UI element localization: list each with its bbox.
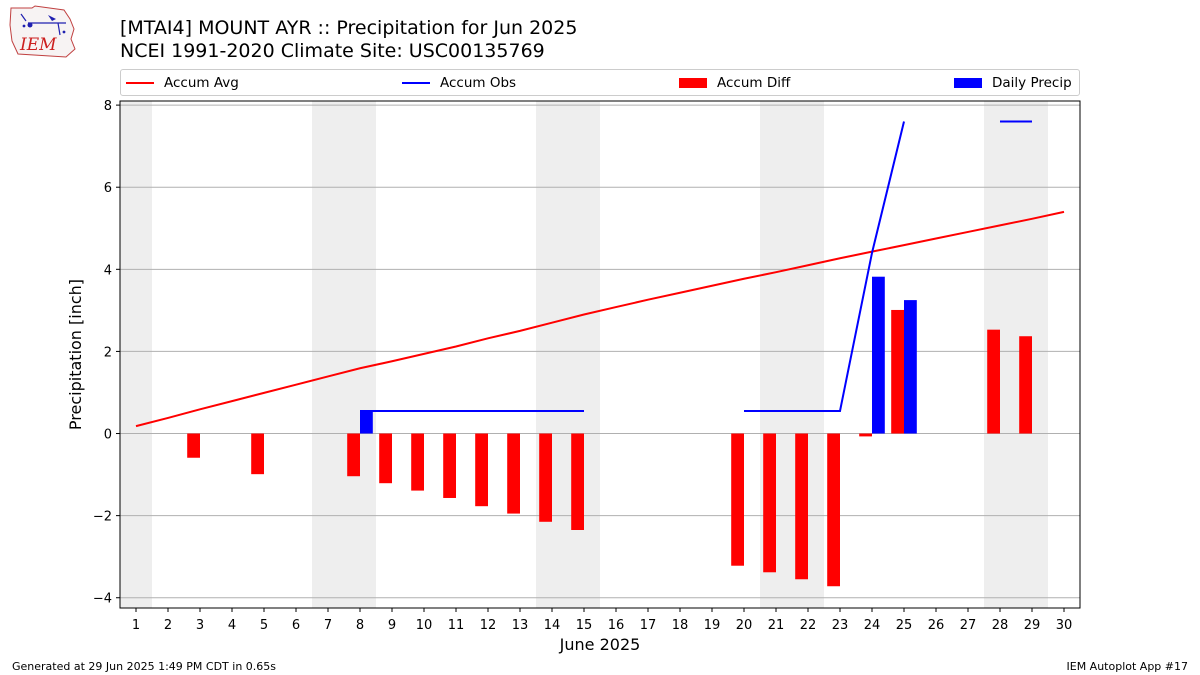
x-tick-label: 17 <box>640 618 657 633</box>
accum-diff-bar <box>443 433 456 498</box>
weekend-shade <box>312 101 376 608</box>
chart-legend: Accum Avg Accum Obs Accum Diff Daily Pre… <box>120 69 1080 96</box>
legend-item-accum-avg: Accum Avg <box>126 70 239 95</box>
x-tick-label: 29 <box>1024 618 1041 633</box>
y-axis-label: Precipitation [inch] <box>66 279 85 430</box>
x-tick-label: 27 <box>960 618 977 633</box>
y-tick-label: 4 <box>104 263 112 278</box>
legend-swatch-daily-precip <box>954 77 982 88</box>
x-tick-label: 9 <box>388 618 396 633</box>
x-tick-label: 13 <box>512 618 529 633</box>
accum-diff-bar <box>411 433 424 491</box>
plot-area <box>120 101 1080 608</box>
accum-diff-bar <box>539 433 552 522</box>
x-tick-label: 8 <box>356 618 364 633</box>
accum-obs-line <box>744 121 905 412</box>
accum-diff-bar <box>891 309 904 434</box>
x-tick-label: 21 <box>768 618 785 633</box>
accum-diff-bar <box>731 433 744 566</box>
x-tick-label: 12 <box>480 618 497 633</box>
accum-diff-bar <box>987 329 1000 434</box>
accum-diff-bar <box>859 433 872 437</box>
accum-diff-bar <box>379 433 392 484</box>
x-tick-label: 16 <box>608 618 625 633</box>
x-tick-label: 18 <box>672 618 689 633</box>
legend-label-daily-precip: Daily Precip <box>992 74 1072 91</box>
legend-swatch-accum-obs <box>402 81 430 84</box>
accum-diff-bar <box>571 433 584 530</box>
x-tick-label: 26 <box>928 618 945 633</box>
accum-diff-bar <box>827 433 840 587</box>
accum-diff-bar <box>251 433 264 475</box>
legend-label-accum-diff: Accum Diff <box>717 74 791 91</box>
legend-swatch-accum-avg <box>126 81 154 84</box>
y-tick-label: 0 <box>104 428 112 443</box>
x-tick-label: 25 <box>896 618 913 633</box>
x-tick-label: 11 <box>448 618 465 633</box>
x-tick-label: 19 <box>704 618 721 633</box>
x-tick-label: 20 <box>736 618 753 633</box>
x-tick-label: 22 <box>800 618 817 633</box>
legend-item-daily-precip: Daily Precip <box>954 70 1072 95</box>
x-tick-label: 4 <box>228 618 236 633</box>
chart-subtitle: NCEI 1991-2020 Climate Site: USC00135769 <box>120 40 545 62</box>
legend-item-accum-diff: Accum Diff <box>679 70 790 95</box>
x-tick-label: 3 <box>196 618 204 633</box>
y-tick-label: 6 <box>104 181 112 196</box>
accum-diff-bar <box>763 433 776 573</box>
daily-precip-bar <box>904 300 917 434</box>
accum-diff-bar <box>475 433 488 507</box>
weekend-shade <box>120 101 152 608</box>
legend-item-accum-obs: Accum Obs <box>402 70 516 95</box>
autoplot-app-id: IEM Autoplot App #17 <box>1066 660 1189 673</box>
legend-label-accum-avg: Accum Avg <box>164 74 239 91</box>
y-tick-label: −2 <box>93 510 112 525</box>
accum-diff-bar <box>795 433 808 580</box>
accum-diff-bar <box>347 433 360 477</box>
accum-diff-bar <box>187 433 200 458</box>
x-tick-label: 5 <box>260 618 268 633</box>
x-tick-label: 14 <box>544 618 561 633</box>
x-tick-label: 6 <box>292 618 300 633</box>
legend-label-accum-obs: Accum Obs <box>440 74 517 91</box>
y-tick-label: −4 <box>93 592 112 607</box>
x-tick-label: 23 <box>832 618 849 633</box>
x-tick-label: 7 <box>324 618 332 633</box>
x-tick-label: 2 <box>164 618 172 633</box>
svg-text:IEM: IEM <box>19 35 57 55</box>
x-tick-label: 28 <box>992 618 1009 633</box>
y-tick-label: 2 <box>104 345 112 360</box>
weekend-shade <box>536 101 600 608</box>
legend-swatch-accum-diff <box>679 77 707 88</box>
y-tick-label: 8 <box>104 99 112 114</box>
chart-title: [MTAI4] MOUNT AYR :: Precipitation for J… <box>120 17 578 39</box>
x-tick-label: 30 <box>1056 618 1073 633</box>
plot-frame <box>119 100 1081 609</box>
x-tick-label: 10 <box>416 618 433 633</box>
accum-diff-bar <box>507 433 520 514</box>
daily-precip-bar <box>360 410 373 434</box>
accum-diff-bar <box>1019 336 1032 434</box>
x-tick-label: 1 <box>132 618 140 633</box>
generated-timestamp: Generated at 29 Jun 2025 1:49 PM CDT in … <box>12 660 277 673</box>
x-axis-label: June 2025 <box>559 635 641 654</box>
accum-avg-line <box>135 210 1065 428</box>
daily-precip-bar <box>872 276 885 434</box>
x-tick-label: 15 <box>576 618 593 633</box>
x-tick-label: 24 <box>864 618 881 633</box>
iem-logo: IEM <box>9 5 76 58</box>
